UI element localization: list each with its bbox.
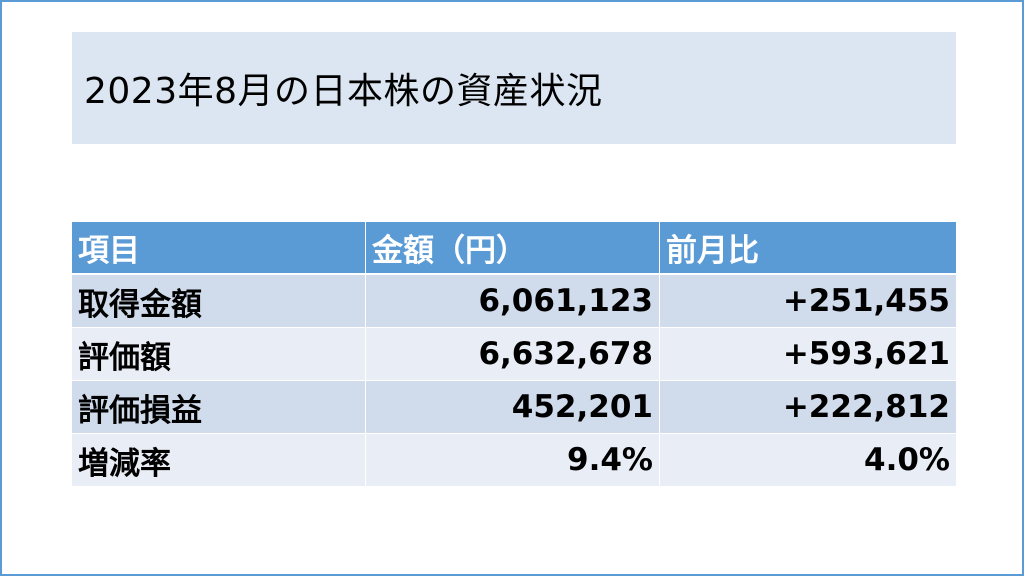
title-box: 2023年8月の日本株の資産状況 <box>72 32 956 144</box>
asset-table: 項目 金額（円） 前月比 取得金額 6,061,123 +251,455 評価額… <box>72 222 956 487</box>
header-item: 項目 <box>72 222 366 275</box>
row-item: 評価損益 <box>72 381 366 434</box>
table-row: 増減率 9.4% 4.0% <box>72 434 956 487</box>
row-amount: 6,061,123 <box>366 275 660 328</box>
row-change: +222,812 <box>660 381 956 434</box>
row-amount: 6,632,678 <box>366 328 660 381</box>
row-amount: 9.4% <box>366 434 660 487</box>
row-change: +251,455 <box>660 275 956 328</box>
header-change: 前月比 <box>660 222 956 275</box>
row-item: 評価額 <box>72 328 366 381</box>
table-row: 取得金額 6,061,123 +251,455 <box>72 275 956 328</box>
page-title: 2023年8月の日本株の資産状況 <box>84 71 603 112</box>
row-item: 取得金額 <box>72 275 366 328</box>
row-item: 増減率 <box>72 434 366 487</box>
table-row: 評価損益 452,201 +222,812 <box>72 381 956 434</box>
table-row: 評価額 6,632,678 +593,621 <box>72 328 956 381</box>
table-header-row: 項目 金額（円） 前月比 <box>72 222 956 275</box>
header-amount: 金額（円） <box>366 222 660 275</box>
row-change: 4.0% <box>660 434 956 487</box>
row-change: +593,621 <box>660 328 956 381</box>
row-amount: 452,201 <box>366 381 660 434</box>
